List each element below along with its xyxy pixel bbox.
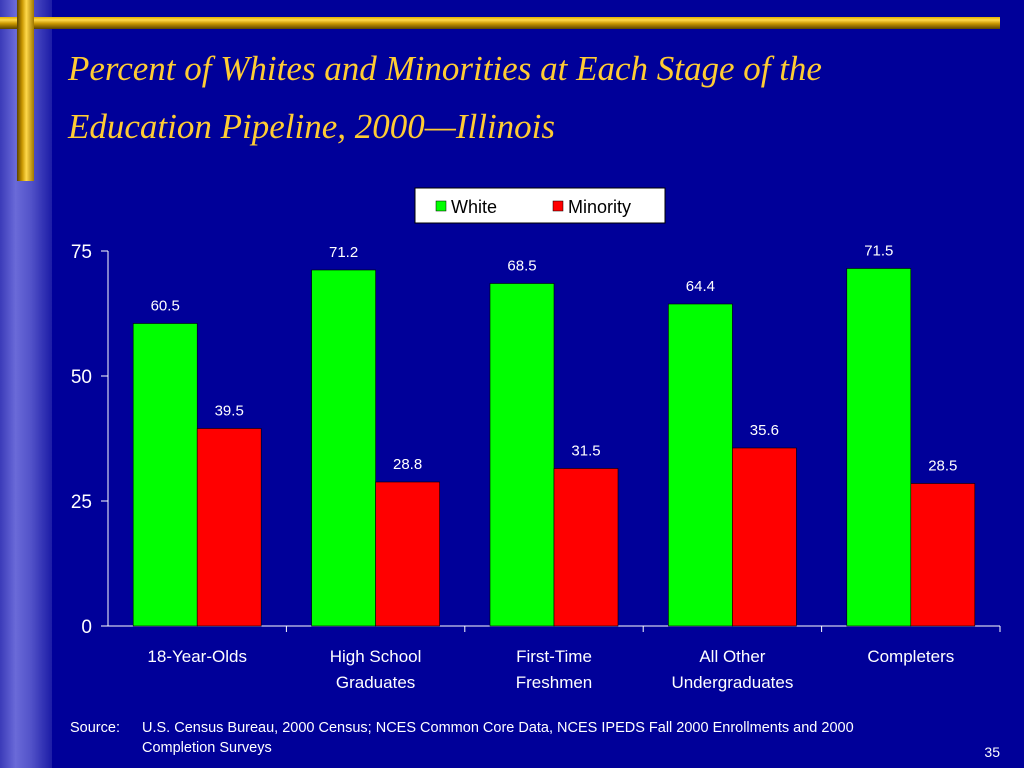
bar-white: [668, 303, 733, 627]
data-label-minority: 31.5: [571, 443, 600, 460]
legend-swatch-minority: [552, 200, 564, 212]
data-label-minority: 28.8: [393, 456, 422, 473]
x-category-label: Freshmen: [516, 673, 593, 692]
x-category-label: Completers: [867, 647, 954, 666]
bar-white: [132, 323, 198, 627]
bar-minority: [553, 468, 619, 627]
bar-white: [489, 283, 555, 627]
x-category-label: Undergraduates: [671, 673, 793, 692]
source-text: U.S. Census Bureau, 2000 Census; NCES Co…: [142, 720, 854, 756]
x-category-label: All Other: [699, 647, 765, 666]
y-tick-label: 75: [71, 242, 92, 263]
legend-label-minority: Minority: [568, 197, 631, 217]
x-category-label: 18-Year-Olds: [147, 647, 247, 666]
bar-minority: [910, 483, 976, 627]
top-gold-rule: [0, 17, 1000, 29]
legend-label-white: White: [451, 197, 497, 217]
y-tick-label: 0: [81, 617, 92, 638]
bar-minority: [375, 481, 440, 627]
data-label-minority: 39.5: [215, 403, 244, 420]
data-label-minority: 35.6: [750, 422, 779, 439]
data-label-white: 71.2: [329, 244, 358, 261]
slide-title: Percent of Whites and Minorities at Each…: [68, 49, 822, 146]
legend-box: [414, 187, 666, 224]
page-number: 35: [984, 744, 1000, 760]
vertical-gold-rule: [17, 0, 34, 181]
bar-white: [846, 268, 912, 627]
bar-minority: [196, 428, 262, 627]
y-tick-label: 25: [71, 492, 92, 513]
data-label-white: 71.5: [864, 243, 893, 260]
data-label-minority: 28.5: [928, 458, 957, 475]
x-category-label: Graduates: [336, 673, 415, 692]
data-label-white: 60.5: [151, 298, 180, 315]
legend-swatch-white: [435, 200, 447, 212]
data-label-white: 68.5: [507, 258, 536, 275]
y-tick-label: 50: [71, 367, 92, 388]
bar-white: [311, 269, 376, 627]
bar-minority: [732, 447, 797, 627]
x-category-label: High School: [330, 647, 422, 666]
source-label: Source:: [70, 720, 120, 736]
data-label-white: 64.4: [686, 278, 715, 295]
x-category-label: First-Time: [516, 647, 592, 666]
